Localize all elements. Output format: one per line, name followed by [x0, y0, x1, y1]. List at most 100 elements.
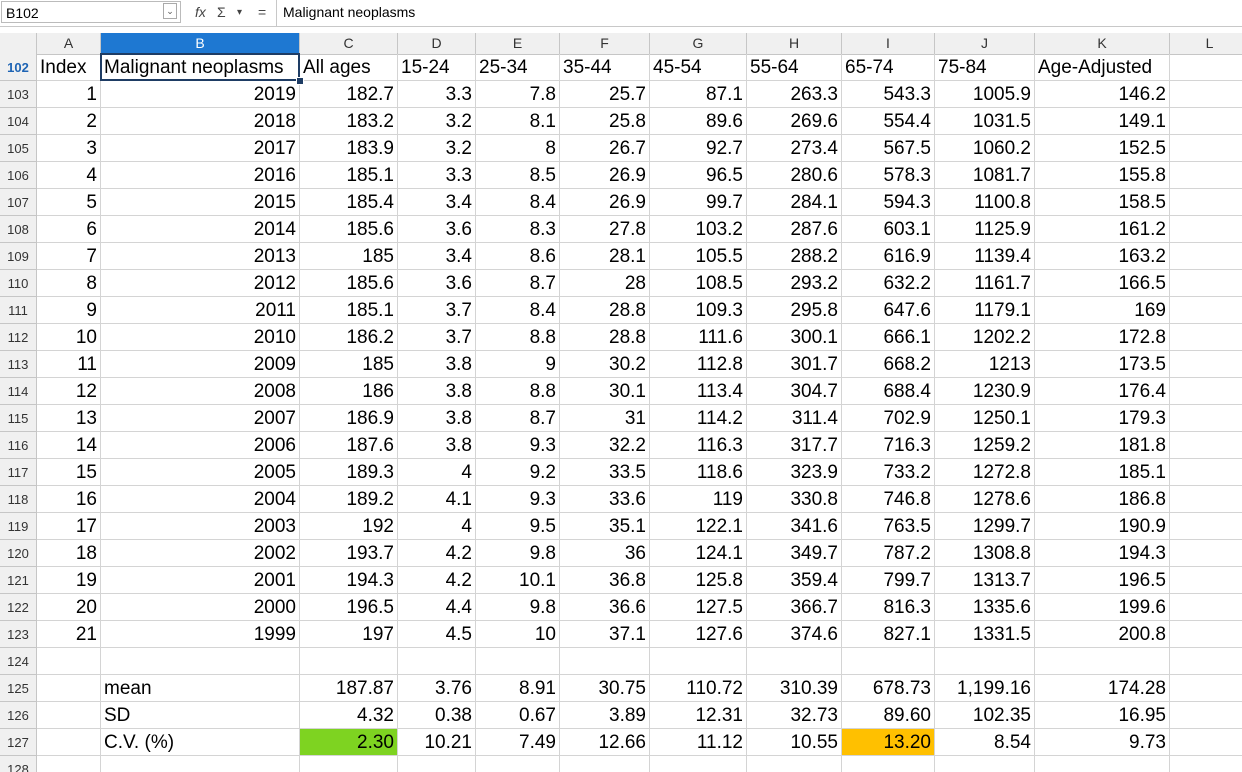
row-header[interactable]: 116 — [0, 432, 37, 459]
cell[interactable]: 196.5 — [1035, 567, 1170, 594]
cell[interactable] — [1170, 540, 1242, 567]
cell[interactable]: 17 — [37, 513, 101, 540]
cell[interactable] — [1170, 297, 1242, 324]
cell[interactable]: 8.8 — [476, 324, 560, 351]
cell[interactable] — [747, 756, 842, 772]
cell[interactable]: 200.8 — [1035, 621, 1170, 648]
cell[interactable] — [476, 648, 560, 675]
cell[interactable]: 632.2 — [842, 270, 935, 297]
cell[interactable]: 1202.2 — [935, 324, 1035, 351]
cell[interactable] — [1170, 567, 1242, 594]
cell[interactable] — [1170, 243, 1242, 270]
cell[interactable]: 27.8 — [560, 216, 650, 243]
cell[interactable]: 3.3 — [398, 81, 476, 108]
cell[interactable]: 116.3 — [650, 432, 747, 459]
column-header[interactable]: I — [842, 33, 935, 55]
fill-handle[interactable] — [296, 77, 304, 85]
cell[interactable] — [398, 756, 476, 772]
cell[interactable] — [650, 756, 747, 772]
cell[interactable]: 13 — [37, 405, 101, 432]
cell[interactable]: 26.9 — [560, 162, 650, 189]
cell[interactable] — [1170, 81, 1242, 108]
cell[interactable]: 288.2 — [747, 243, 842, 270]
cell[interactable]: 2012 — [101, 270, 300, 297]
cell[interactable] — [101, 648, 300, 675]
cell[interactable]: 301.7 — [747, 351, 842, 378]
row-header[interactable]: 124 — [0, 648, 37, 675]
cell[interactable] — [842, 756, 935, 772]
cell[interactable]: 12 — [37, 378, 101, 405]
cell[interactable]: 1313.7 — [935, 567, 1035, 594]
cell[interactable]: 173.5 — [1035, 351, 1170, 378]
cell[interactable]: 15-24 — [398, 54, 476, 81]
cell[interactable]: 12.31 — [650, 702, 747, 729]
cell[interactable]: 194.3 — [300, 567, 398, 594]
cell[interactable]: 152.5 — [1035, 135, 1170, 162]
cell[interactable]: 1259.2 — [935, 432, 1035, 459]
row-header[interactable]: 125 — [0, 675, 37, 702]
cell[interactable] — [935, 648, 1035, 675]
cell[interactable]: 2004 — [101, 486, 300, 513]
cell[interactable]: 185 — [300, 351, 398, 378]
cell[interactable]: 1060.2 — [935, 135, 1035, 162]
cell[interactable] — [1170, 702, 1242, 729]
cell[interactable]: Malignant neoplasms — [101, 54, 300, 81]
cell[interactable]: 176.4 — [1035, 378, 1170, 405]
row-header[interactable]: 119 — [0, 513, 37, 540]
cell[interactable]: 287.6 — [747, 216, 842, 243]
cell[interactable]: 11 — [37, 351, 101, 378]
row-header[interactable]: 113 — [0, 351, 37, 378]
cell[interactable]: Age-Adjusted — [1035, 54, 1170, 81]
cell[interactable]: 3.76 — [398, 675, 476, 702]
cell[interactable]: 8 — [37, 270, 101, 297]
row-header[interactable]: 120 — [0, 540, 37, 567]
cell[interactable]: 2003 — [101, 513, 300, 540]
cell[interactable]: 14 — [37, 432, 101, 459]
cell[interactable]: 89.60 — [842, 702, 935, 729]
cell[interactable]: 125.8 — [650, 567, 747, 594]
cell[interactable]: 190.9 — [1035, 513, 1170, 540]
row-header[interactable]: 121 — [0, 567, 37, 594]
cell[interactable]: 2 — [37, 108, 101, 135]
cell[interactable]: 20 — [37, 594, 101, 621]
cell[interactable] — [37, 648, 101, 675]
cell[interactable]: 799.7 — [842, 567, 935, 594]
cell[interactable]: 4.2 — [398, 567, 476, 594]
cell[interactable]: 678.73 — [842, 675, 935, 702]
column-header[interactable]: G — [650, 33, 747, 55]
column-header[interactable]: J — [935, 33, 1035, 55]
cell[interactable]: 28 — [560, 270, 650, 297]
cell[interactable]: 185.1 — [300, 297, 398, 324]
cell[interactable]: 18 — [37, 540, 101, 567]
cell[interactable]: 189.3 — [300, 459, 398, 486]
cell[interactable]: 668.2 — [842, 351, 935, 378]
function-wizard[interactable]: fx — [195, 4, 206, 20]
cell[interactable]: 8.4 — [476, 297, 560, 324]
cell[interactable]: 19 — [37, 567, 101, 594]
column-header[interactable]: D — [398, 33, 476, 55]
cell[interactable] — [476, 756, 560, 772]
column-header[interactable]: B — [101, 33, 300, 55]
cell[interactable]: 2005 — [101, 459, 300, 486]
cell[interactable]: 763.5 — [842, 513, 935, 540]
cell[interactable] — [1170, 729, 1242, 756]
cell[interactable] — [1170, 675, 1242, 702]
cell[interactable]: 2006 — [101, 432, 300, 459]
cell[interactable] — [1170, 621, 1242, 648]
cell[interactable]: 3.4 — [398, 243, 476, 270]
cell[interactable]: 166.5 — [1035, 270, 1170, 297]
cell[interactable]: 6 — [37, 216, 101, 243]
row-header[interactable]: 109 — [0, 243, 37, 270]
cell[interactable] — [37, 729, 101, 756]
cell[interactable]: 666.1 — [842, 324, 935, 351]
cell[interactable]: 8.54 — [935, 729, 1035, 756]
cell[interactable]: 8.1 — [476, 108, 560, 135]
cell[interactable]: mean — [101, 675, 300, 702]
cell[interactable]: 10.55 — [747, 729, 842, 756]
cell[interactable]: 28.8 — [560, 297, 650, 324]
cell[interactable]: 1125.9 — [935, 216, 1035, 243]
cell[interactable]: 5 — [37, 189, 101, 216]
cell[interactable]: 280.6 — [747, 162, 842, 189]
cell[interactable]: 2008 — [101, 378, 300, 405]
cell[interactable]: 109.3 — [650, 297, 747, 324]
